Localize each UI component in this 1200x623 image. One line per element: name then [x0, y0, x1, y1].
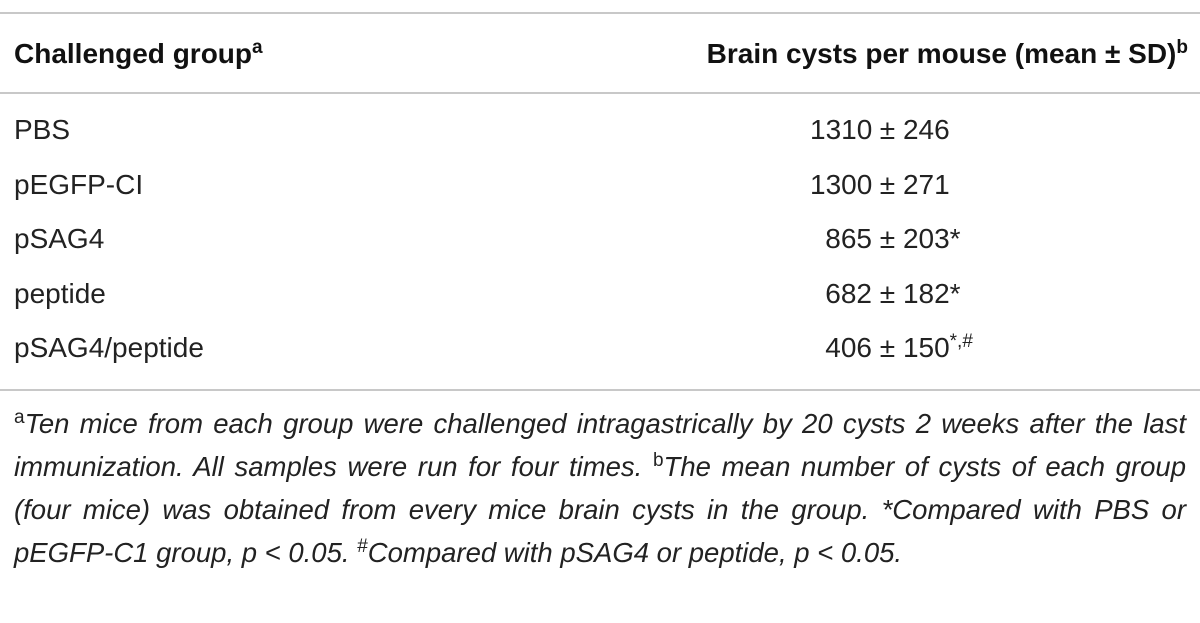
plus-minus-symbol: ±	[879, 277, 896, 309]
plus-minus-symbol: ±	[879, 332, 896, 363]
row-sd: 182	[902, 277, 950, 309]
table-row: pSAG4 865 ± 203*	[0, 215, 1200, 270]
row-group-name: pSAG4/peptide	[14, 332, 204, 363]
footnote-hash-mark: #	[357, 536, 368, 557]
row-significance-mark: *	[949, 223, 961, 254]
row-group-name: pSAG4	[14, 223, 105, 254]
header-col2-footnote-mark: b	[1176, 37, 1188, 58]
table-bottom-rule	[0, 389, 1200, 391]
row-sd: 246	[902, 114, 950, 145]
footnote-a-mark: a	[14, 407, 25, 428]
row-group-name: pEGFP-CI	[14, 168, 144, 200]
header-col1-label: Challenged group	[14, 38, 252, 69]
row-group-name: PBS	[14, 114, 71, 145]
row-sd: 203	[902, 223, 950, 254]
table-body: PBS 1310 ± 246 pEGFP-CI 1300 ± 271 pSAG4…	[0, 106, 1200, 379]
table-row: pEGFP-CI 1300 ± 271	[0, 161, 1200, 216]
row-value: 682 ± 182*	[810, 278, 1050, 310]
header-col1-footnote-mark: a	[252, 37, 263, 58]
row-value: 406 ± 150*,#	[810, 332, 1050, 364]
footnote-b-mark: b	[652, 450, 664, 471]
row-mean: 865	[825, 223, 872, 254]
footnote-b-text: The mean number of cysts of each group (…	[14, 451, 1186, 525]
footnote-a-text: Ten mice from each group were challenged…	[14, 408, 1186, 482]
table-row: PBS 1310 ± 246	[0, 106, 1200, 161]
plus-minus-symbol: ±	[879, 223, 896, 254]
table-top-rule	[0, 12, 1200, 14]
plus-minus-symbol: ±	[879, 114, 896, 145]
table-row: pSAG4/peptide 406 ± 150*,#	[0, 324, 1200, 379]
table-header-rule	[0, 92, 1200, 94]
header-challenged-group: Challenged groupa	[14, 38, 263, 70]
table-row: peptide 682 ± 182*	[0, 270, 1200, 325]
row-significance-mark: *	[949, 277, 961, 309]
row-mean: 1310	[810, 114, 873, 145]
row-mean: 406	[825, 332, 872, 363]
row-value: 1310 ± 246	[810, 114, 1050, 146]
header-brain-cysts: Brain cysts per mouse (mean ± SD)b	[707, 38, 1188, 70]
table-header: Challenged groupa Brain cysts per mouse …	[0, 30, 1200, 78]
row-significance-mark: *,#	[949, 331, 973, 352]
plus-minus-symbol: ±	[879, 168, 896, 200]
footnote-hash-text: Compared with pSAG4 or peptide, p < 0.05…	[367, 537, 903, 568]
row-mean: 1300	[810, 168, 873, 200]
row-value: 1300 ± 271	[810, 169, 1050, 201]
row-group-name: peptide	[14, 277, 106, 309]
row-value: 865 ± 203*	[810, 223, 1050, 255]
row-mean: 682	[825, 277, 872, 309]
row-sd: 150	[902, 332, 950, 363]
row-sd: 271	[902, 168, 950, 200]
header-col2-label: Brain cysts per mouse (mean ± SD)	[706, 38, 1177, 69]
footnote-star-text: *Compared with PBS or pEGFP-C1 group, p …	[14, 494, 1186, 568]
table-footnotes: aTen mice from each group were challenge…	[14, 402, 1186, 574]
